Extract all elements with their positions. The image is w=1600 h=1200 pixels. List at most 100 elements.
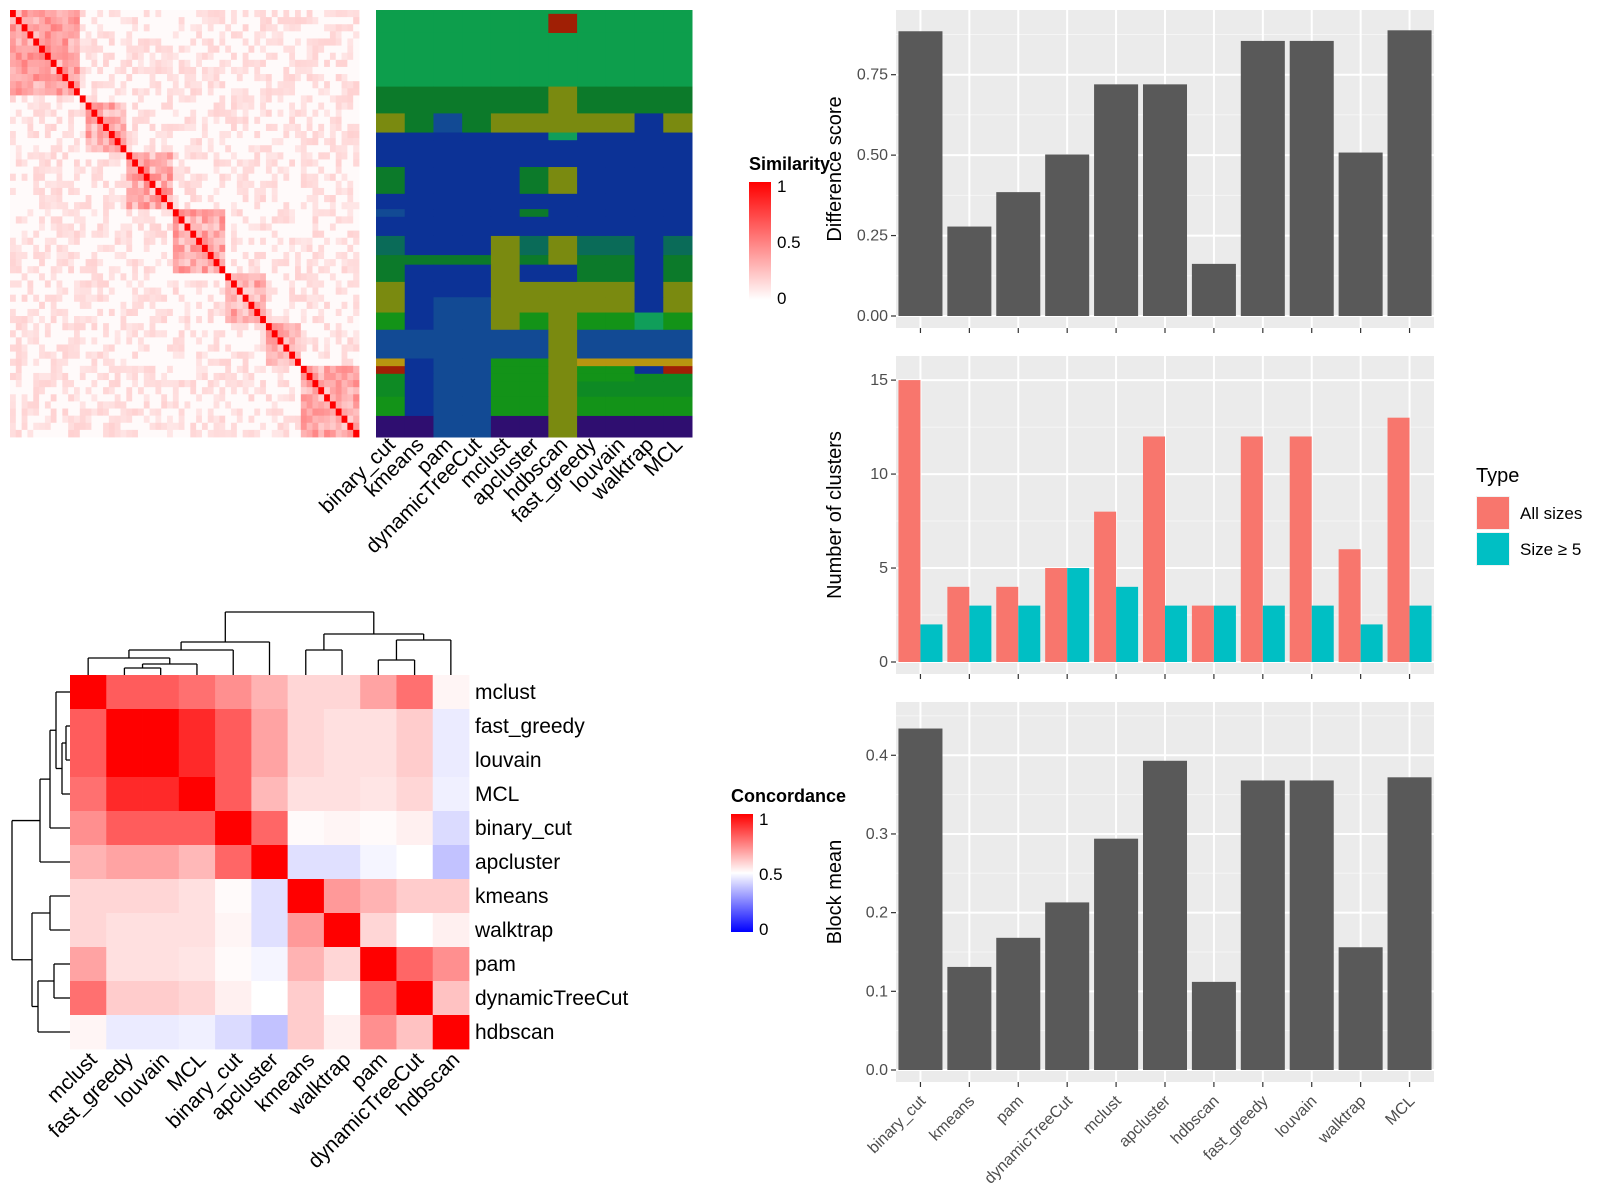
similarity-cell (231, 38, 238, 46)
similarity-cell (248, 408, 255, 417)
similarity-cell (329, 223, 337, 232)
similarity-cell (242, 66, 249, 75)
similarity-cell (143, 301, 150, 310)
similarity-cell (207, 380, 214, 388)
similarity-cell (143, 38, 150, 46)
cluster-cell (577, 167, 607, 195)
similarity-cell (329, 244, 337, 253)
similarity-cell (149, 88, 156, 96)
similarity-cell (248, 244, 255, 253)
y-tick-label: 0.00 (857, 308, 888, 325)
similarity-cell (324, 24, 331, 32)
similarity-cell (306, 173, 313, 182)
similarity-cell (91, 365, 98, 374)
concordance-cell (432, 913, 470, 948)
similarity-cell (33, 52, 40, 61)
similarity-cell (306, 294, 313, 303)
similarity-cell (161, 88, 168, 96)
similarity-cell (207, 180, 214, 189)
similarity-cell (213, 31, 220, 39)
similarity-cell (39, 323, 46, 331)
cluster-cell (663, 235, 693, 256)
similarity-cell (126, 145, 133, 153)
similarity-cell (201, 408, 209, 417)
similarity-cell (56, 202, 63, 210)
similarity-cell (289, 429, 296, 438)
similarity-cell (190, 301, 197, 310)
similarity-cell (27, 138, 34, 146)
similarity-cell (108, 195, 116, 203)
similarity-cell (97, 159, 104, 167)
similarity-cell (132, 116, 139, 125)
similarity-cell (85, 10, 92, 18)
similarity-cell (213, 95, 220, 103)
similarity-cell (289, 17, 296, 25)
similarity-cell (289, 337, 296, 345)
similarity-cell (39, 308, 46, 317)
similarity-cell (10, 351, 17, 360)
similarity-cell (97, 380, 104, 388)
similarity-cell (231, 216, 238, 224)
similarity-cell (15, 401, 23, 409)
similarity-cell (56, 38, 63, 46)
similarity-cell (248, 66, 255, 75)
similarity-cell (126, 273, 133, 281)
similarity-cell (10, 81, 17, 89)
similarity-cell (184, 52, 191, 61)
similarity-cell (300, 330, 308, 338)
similarity-cell (219, 358, 226, 367)
similarity-cell (103, 209, 110, 217)
similarity-cell (68, 308, 75, 317)
cluster-cell (605, 216, 636, 237)
similarity-cell (265, 202, 273, 210)
similarity-cell (190, 330, 197, 338)
similarity-cell (97, 422, 104, 431)
similarity-cell (353, 130, 360, 139)
cluster-cell (605, 209, 636, 218)
similarity-cell (21, 45, 28, 54)
similarity-cell (271, 195, 278, 203)
concordance-cell (215, 777, 252, 812)
similarity-cell (68, 45, 75, 54)
similarity-cell (207, 330, 214, 338)
similarity-cell (73, 394, 81, 402)
cluster-cell (404, 209, 434, 218)
similarity-cell (120, 223, 127, 232)
similarity-cell (126, 24, 133, 32)
concordance-row-label: apcluster (475, 851, 560, 874)
similarity-cell (283, 10, 290, 18)
similarity-cell (265, 266, 273, 274)
similarity-cell (341, 52, 348, 61)
similarity-cell (260, 102, 267, 111)
similarity-cell (10, 116, 17, 125)
similarity-cell (126, 88, 133, 96)
similarity-cell (62, 316, 69, 324)
similarity-cell (10, 237, 17, 246)
similarity-cell (27, 429, 34, 438)
similarity-cell (10, 88, 17, 96)
cluster-cell (519, 209, 549, 218)
similarity-cell (172, 24, 180, 32)
similarity-cell (231, 351, 238, 360)
cluster-cell (634, 167, 664, 195)
similarity-cell (260, 52, 267, 61)
similarity-cell (236, 251, 244, 260)
similarity-cell (236, 17, 244, 25)
similarity-cell (15, 88, 23, 96)
similarity-cell (289, 202, 296, 210)
similarity-cell (120, 95, 127, 103)
similarity-cell (79, 74, 87, 82)
similarity-cell (353, 387, 360, 395)
similarity-cell (39, 95, 46, 103)
similarity-cell (271, 145, 278, 153)
similarity-cell (15, 244, 23, 253)
similarity-cell (50, 330, 57, 338)
similarity-cell (260, 59, 267, 68)
similarity-cell (21, 59, 28, 68)
similarity-cell (172, 344, 180, 352)
similarity-cell (143, 273, 150, 281)
similarity-cell (190, 173, 197, 182)
similarity-cell (27, 66, 34, 75)
similarity-cell (353, 380, 360, 388)
similarity-cell (27, 259, 34, 267)
